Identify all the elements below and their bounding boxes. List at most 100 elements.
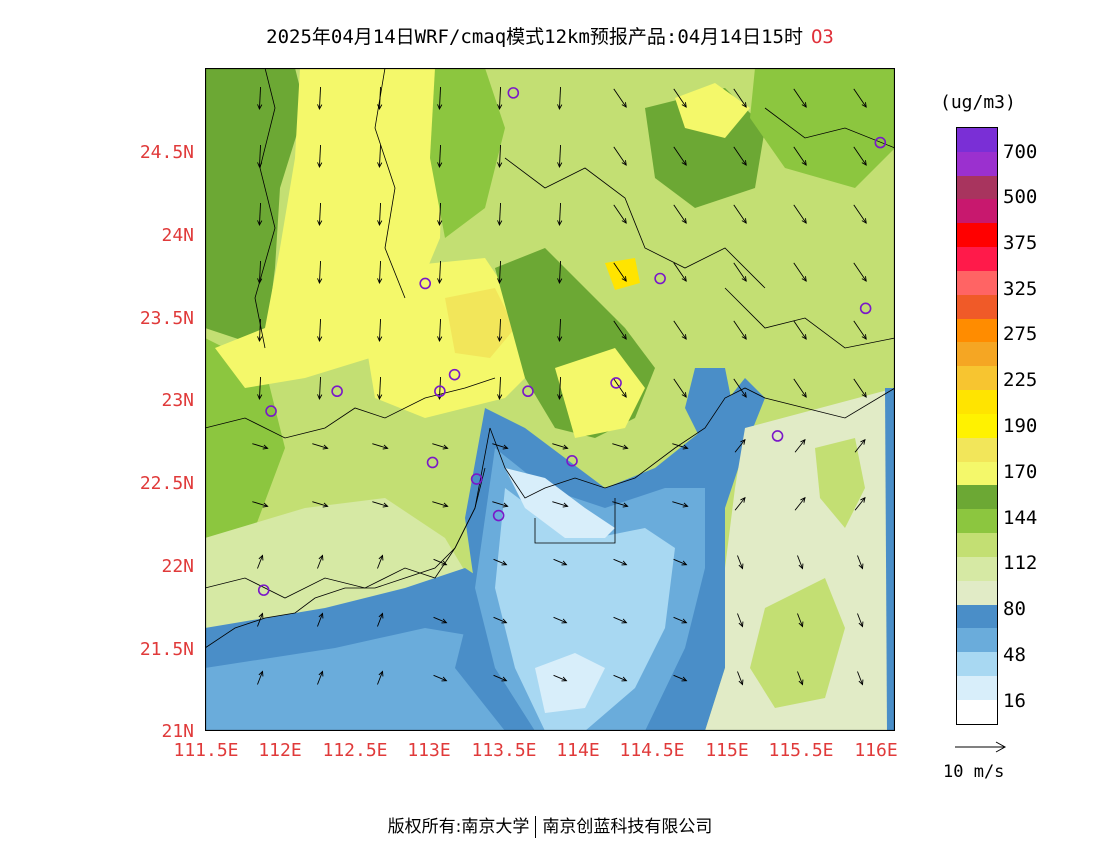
lon-tick-label: 112E xyxy=(258,740,302,761)
wind-vector-shaft xyxy=(319,86,321,110)
wind-vector-head xyxy=(378,670,384,677)
wind-vector-head xyxy=(741,334,747,340)
wind-vector-head xyxy=(377,336,383,343)
legend-label: 190 xyxy=(1003,415,1038,437)
wind-vector-head xyxy=(377,220,383,227)
wind-vector-shaft xyxy=(857,555,863,569)
lon-tick-label: 113E xyxy=(407,740,451,761)
wind-vector-head xyxy=(557,336,563,343)
admin-boundary xyxy=(254,67,276,349)
wind-vector-head xyxy=(557,394,563,401)
wind-vector-head xyxy=(497,162,503,169)
wind-vector-head xyxy=(557,162,563,169)
wind-vector-head xyxy=(621,676,628,682)
legend-label: 375 xyxy=(1003,232,1038,254)
wind-vector-head xyxy=(741,218,747,224)
wind-vector-shaft xyxy=(499,376,501,400)
wind-vector-head xyxy=(257,336,263,343)
wind-vector-shaft xyxy=(379,260,381,284)
mid-green-sw xyxy=(205,338,285,538)
wind-vector-head xyxy=(257,394,263,401)
wind-vector-head xyxy=(800,438,806,445)
wind-vector-shaft xyxy=(559,318,561,342)
wind-vector-head xyxy=(557,278,563,285)
wind-vector-shaft xyxy=(439,318,441,342)
wind-vector-head xyxy=(502,444,509,450)
wind-vector-shaft xyxy=(737,613,743,627)
wind-vector-shaft xyxy=(793,262,807,282)
wind-vector-head xyxy=(741,102,747,108)
wind-vector-shaft xyxy=(552,443,568,449)
wind-vector-head xyxy=(257,162,263,169)
wind-vector-head xyxy=(861,276,867,282)
wind-vector-shaft xyxy=(499,144,501,168)
wind-vector-head xyxy=(382,502,389,508)
wind-vector-shaft xyxy=(854,497,866,511)
wind-vector-shaft xyxy=(493,616,507,624)
legend-color-cell xyxy=(957,509,997,534)
wind-vector-head xyxy=(801,334,807,340)
wind-vector-shaft xyxy=(734,497,746,511)
wind-vector-head xyxy=(557,104,563,111)
lat-tick-label: 23N xyxy=(161,390,194,411)
wind-vector-head xyxy=(377,162,383,169)
legend-color-cell xyxy=(957,199,997,224)
wind-vector-head xyxy=(621,160,627,166)
wind-vector-shaft xyxy=(797,613,803,627)
wind-vector-head xyxy=(681,676,688,682)
wind-vector-shaft xyxy=(553,616,567,624)
wind-vector-shaft xyxy=(673,320,687,340)
lat-tick-label: 21.5N xyxy=(139,639,194,660)
wind-vector-head xyxy=(377,104,383,111)
wind-vector-shaft xyxy=(613,146,627,166)
legend-label: 144 xyxy=(1003,507,1038,529)
wind-vector-shaft xyxy=(493,558,507,566)
wind-vector-shaft xyxy=(439,86,441,110)
wind-vector-shaft xyxy=(559,202,561,226)
wind-vector-shaft xyxy=(733,146,747,166)
wind-vector-head xyxy=(322,502,329,508)
wind-vector-shaft xyxy=(433,558,447,566)
legend-color-cell xyxy=(957,413,997,438)
wind-vector-shaft xyxy=(737,555,743,569)
wind-vector-shaft xyxy=(853,262,867,282)
wind-vector-head xyxy=(681,392,687,398)
wind-vector-head xyxy=(441,560,448,566)
wind-vector-head xyxy=(741,160,747,166)
wind-vector-shaft xyxy=(793,88,807,108)
wind-vector-shaft xyxy=(433,674,447,682)
wind-vector-shaft xyxy=(377,555,383,569)
wind-vector-head xyxy=(257,104,263,111)
wind-vector-head xyxy=(801,218,807,224)
wind-vector-head xyxy=(257,278,263,285)
yellow-east-pocket xyxy=(555,348,645,438)
legend-color-cell xyxy=(957,699,997,724)
yellow-ne-patch xyxy=(675,83,750,138)
wind-vector-shaft xyxy=(613,204,627,224)
wind-vector-shaft xyxy=(613,262,627,282)
wind-vector-shaft xyxy=(439,144,441,168)
wind-vector-shaft xyxy=(733,378,747,398)
legend-label: 700 xyxy=(1003,141,1038,163)
wind-vector-head xyxy=(437,220,443,227)
wind-vector-shaft xyxy=(797,671,803,685)
title-text: 2025年04月14日WRF/cmaq模式12km预报产品:04月14日15时 xyxy=(266,26,803,48)
wind-vector-shaft xyxy=(612,443,628,449)
wind-vector-head xyxy=(441,618,448,624)
wind-vector-shaft xyxy=(613,88,627,108)
monitoring-station-marker xyxy=(426,456,439,469)
wind-vector-shaft xyxy=(257,613,263,627)
wind-vector-head xyxy=(378,554,384,561)
admin-boundary xyxy=(504,157,766,289)
legend-label: 170 xyxy=(1003,461,1038,483)
wind-vector-head xyxy=(681,334,687,340)
wind-vector-head xyxy=(801,160,807,166)
wind-vector-shaft xyxy=(499,86,501,110)
wind-vector-head xyxy=(317,336,323,343)
wind-vector-shaft xyxy=(499,260,501,284)
wind-vector-shaft xyxy=(379,376,381,400)
wind-vector-shaft xyxy=(853,378,867,398)
legend-label: 325 xyxy=(1003,278,1038,300)
dark-green-west xyxy=(205,68,305,348)
wind-vector-head xyxy=(798,679,804,686)
